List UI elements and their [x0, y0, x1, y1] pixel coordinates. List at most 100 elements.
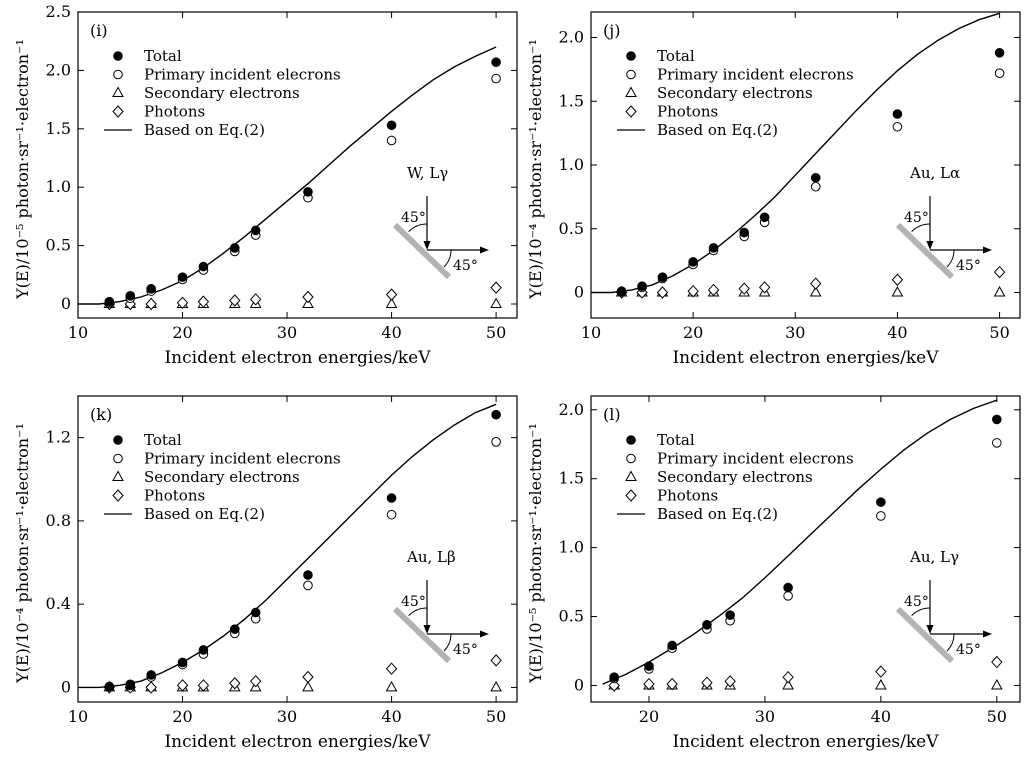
data-point-open-circle [386, 509, 397, 520]
legend-marker-filled-circle [626, 51, 636, 61]
data-point-open-circle [386, 135, 397, 146]
x-tick-label: 30 [755, 707, 775, 726]
data-point-filled-circle [708, 243, 719, 253]
data-point-filled-circle [177, 657, 188, 668]
legend-label: Total [144, 431, 182, 449]
x-tick-label: 50 [486, 323, 506, 342]
data-point-open-diamond [643, 677, 655, 691]
data-point-open-triangle [782, 678, 794, 690]
angle-label-top: 45° [401, 594, 426, 610]
x-axis-label: Incident electron energies/keV [164, 732, 431, 752]
geometry-inset: W, Lγ 45° 45° [392, 164, 489, 280]
legend-label: Total [657, 431, 695, 449]
data-point-open-diamond [302, 290, 314, 304]
legend-marker-open-diamond [625, 489, 637, 502]
series-line-eq2 [591, 12, 1000, 294]
data-point-filled-circle [491, 57, 501, 68]
y-tick-label: 1.0 [559, 538, 584, 557]
data-point-filled-circle [876, 497, 886, 507]
x-tick-label: 20 [172, 323, 192, 342]
x-tick-label: 30 [277, 707, 297, 726]
x-tick-label: 10 [68, 323, 88, 342]
inset-element-label: Au, Lγ [909, 548, 959, 566]
sample-plate [895, 222, 955, 280]
legend-marker-open-circle [113, 453, 123, 464]
legend-marker-open-diamond [112, 489, 124, 502]
data-point-filled-circle [104, 681, 115, 692]
data-point-filled-circle [125, 679, 136, 690]
data-point-filled-circle [198, 261, 209, 272]
x-tick-label: 20 [683, 323, 703, 342]
data-point-open-diamond [145, 297, 157, 311]
y-axis-label: Y(E)/10⁻⁵ photon·sr⁻¹·electron⁻¹ [526, 423, 545, 684]
angle-arc-top [408, 607, 428, 616]
data-point-open-diamond [656, 286, 669, 299]
y-tick-label: 0.5 [559, 219, 584, 238]
x-tick-label: 30 [277, 323, 297, 342]
angle-label-top: 45° [904, 210, 929, 226]
data-point-open-circle [491, 436, 501, 447]
y-tick-label: 2.0 [559, 28, 584, 47]
y-tick-label: 0 [574, 283, 584, 302]
legend-marker-open-triangle [625, 470, 637, 481]
legend-marker-filled-circle [113, 51, 123, 61]
data-point-open-triangle [385, 680, 398, 692]
data-point-filled-circle [104, 296, 115, 307]
legend-label: Based on Eq.(2) [144, 505, 265, 523]
panel-label: (l) [603, 405, 621, 424]
data-point-filled-circle [644, 661, 654, 671]
legend-label: Primary incident elecrons [144, 450, 341, 468]
x-tick-label: 10 [581, 323, 601, 342]
chart-panel-j: 10 20 30 40 50 0 0.5 1.0 1.5 2.0 Incident electron… [526, 11, 1021, 368]
legend-label: Based on Eq.(2) [657, 121, 778, 139]
angle-arc-top [911, 223, 931, 232]
plot-frame [77, 395, 518, 703]
angle-arc-top [408, 223, 428, 232]
legend-label: Total [144, 47, 182, 65]
y-tick-label: 2.0 [46, 60, 71, 79]
y-tick-label: 1.0 [559, 155, 584, 174]
data-point-filled-circle [146, 670, 156, 680]
data-point-open-diamond [250, 293, 262, 306]
data-point-filled-circle [386, 493, 397, 503]
data-point-open-triangle [385, 297, 398, 308]
x-axis-label: Incident electron energies/keV [164, 348, 431, 368]
data-point-filled-circle [702, 620, 712, 630]
data-point-filled-circle [386, 120, 397, 131]
data-point-open-diamond [250, 674, 262, 688]
incident-arrow-head [926, 241, 934, 250]
y-tick-label: 1.5 [559, 91, 584, 110]
chart-panel-k: 10 20 30 40 50 0 0.4 0.8 1.2 Incident electron en… [13, 395, 518, 752]
data-point-open-diamond [707, 283, 720, 297]
angle-label-top: 45° [904, 594, 929, 610]
data-point-open-circle [303, 580, 313, 591]
angle-arc-bottom [946, 633, 955, 652]
emission-arrow-head [480, 630, 489, 638]
data-point-open-diamond [875, 665, 887, 678]
data-point-open-circle [992, 438, 1002, 448]
data-point-open-diamond [782, 670, 794, 684]
data-point-open-diamond [810, 277, 822, 290]
data-point-open-diamond [738, 282, 750, 295]
data-point-filled-circle [491, 409, 501, 420]
legend-marker-open-triangle [112, 86, 124, 97]
data-point-filled-circle [892, 109, 903, 119]
data-point-open-diamond [176, 679, 189, 692]
geometry-inset: Au, Lβ 45° 45° [392, 548, 489, 664]
data-point-open-diamond [608, 679, 620, 692]
data-point-open-triangle [809, 285, 822, 297]
data-point-open-triangle [490, 680, 502, 692]
x-tick-label: 50 [987, 707, 1007, 726]
panel-label: (j) [603, 21, 620, 40]
x-axis-label: Incident electron energies/keV [672, 348, 939, 368]
data-point-filled-circle [609, 672, 619, 682]
legend-marker-open-circle [626, 69, 636, 80]
x-tick-label: 30 [785, 323, 805, 342]
y-tick-label: 1.5 [46, 119, 71, 138]
incident-arrow-head [926, 625, 934, 634]
data-point-open-diamond [687, 284, 699, 298]
angle-arc-top [911, 607, 931, 616]
